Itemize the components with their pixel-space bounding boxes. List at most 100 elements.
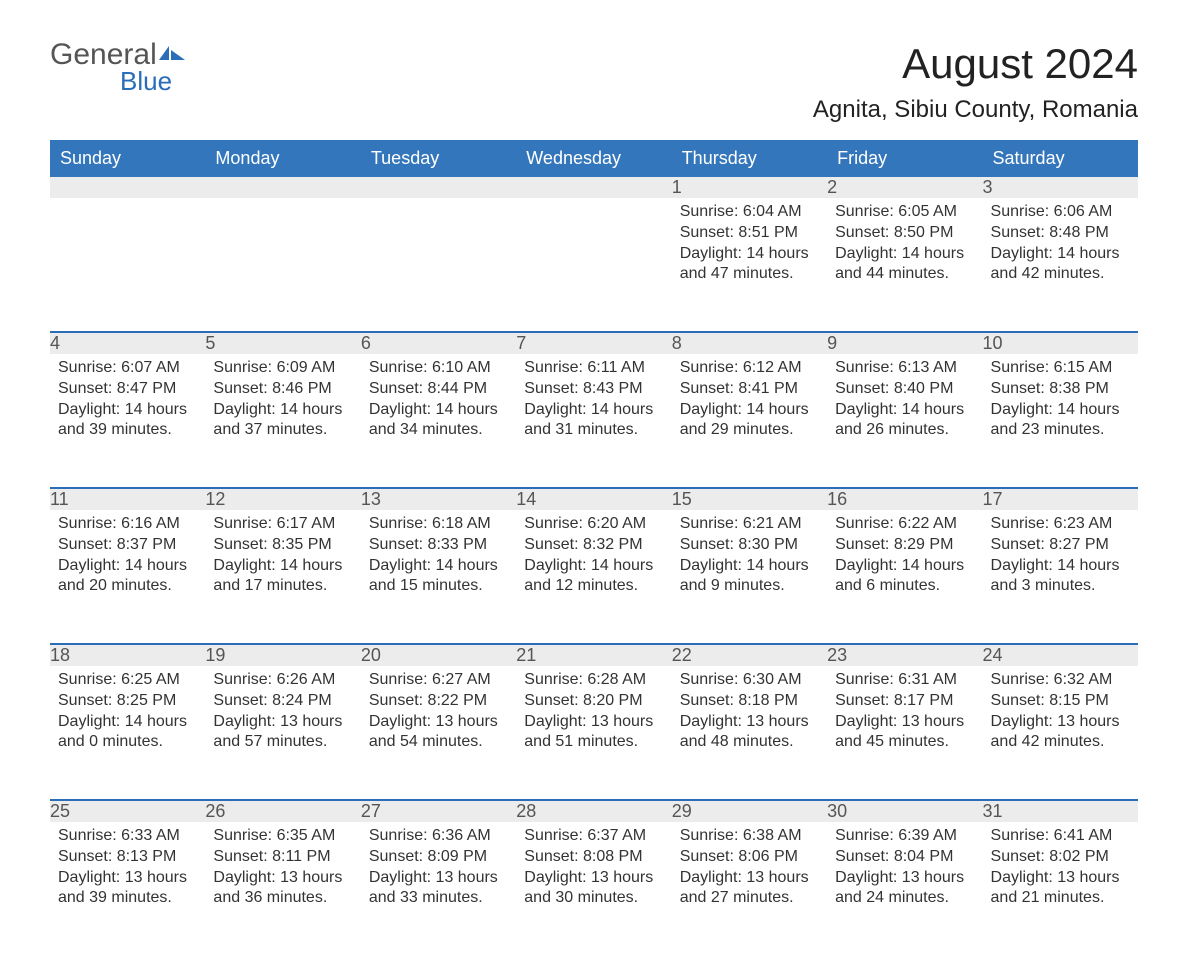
sunset-line: Sunset: 8:22 PM (369, 692, 487, 709)
sunset-line: Sunset: 8:20 PM (524, 692, 642, 709)
day-number-row: 11121314151617 (50, 489, 1138, 510)
daylight-line: Daylight: 13 hours and 57 minutes. (213, 713, 342, 751)
sunset-line: Sunset: 8:43 PM (524, 380, 642, 397)
sunrise-line: Sunrise: 6:11 AM (524, 359, 645, 376)
day-data-cell: Sunrise: 6:38 AMSunset: 8:06 PMDaylight:… (672, 822, 827, 956)
sunrise-line: Sunrise: 6:06 AM (991, 203, 1113, 220)
day-data-cell: Sunrise: 6:20 AMSunset: 8:32 PMDaylight:… (516, 510, 671, 644)
day-number-row: 123 (50, 177, 1138, 198)
day-data-cell: Sunrise: 6:06 AMSunset: 8:48 PMDaylight:… (983, 198, 1138, 332)
daylight-line: Daylight: 14 hours and 3 minutes. (991, 557, 1120, 595)
day-number-cell: 15 (672, 489, 827, 510)
sunset-line: Sunset: 8:50 PM (835, 224, 953, 241)
sunrise-line: Sunrise: 6:28 AM (524, 671, 646, 688)
location-subtitle: Agnita, Sibiu County, Romania (813, 96, 1138, 124)
day-data-cell: Sunrise: 6:21 AMSunset: 8:30 PMDaylight:… (672, 510, 827, 644)
daylight-line: Daylight: 14 hours and 31 minutes. (524, 401, 653, 439)
day-number-cell (205, 177, 360, 198)
day-number-cell: 3 (983, 177, 1138, 198)
daylight-line: Daylight: 13 hours and 27 minutes. (680, 869, 809, 907)
day-number-cell (516, 177, 671, 198)
weekday-header: Friday (827, 140, 982, 177)
day-number-cell: 1 (672, 177, 827, 198)
sunrise-line: Sunrise: 6:17 AM (213, 515, 335, 532)
day-number-cell: 23 (827, 645, 982, 666)
day-number-cell: 22 (672, 645, 827, 666)
daylight-line: Daylight: 14 hours and 26 minutes. (835, 401, 964, 439)
sunset-line: Sunset: 8:24 PM (213, 692, 331, 709)
daylight-line: Daylight: 13 hours and 54 minutes. (369, 713, 498, 751)
sunset-line: Sunset: 8:13 PM (58, 848, 176, 865)
sunset-line: Sunset: 8:30 PM (680, 536, 798, 553)
daylight-line: Daylight: 14 hours and 37 minutes. (213, 401, 342, 439)
day-data-cell: Sunrise: 6:09 AMSunset: 8:46 PMDaylight:… (205, 354, 360, 488)
day-data-cell: Sunrise: 6:36 AMSunset: 8:09 PMDaylight:… (361, 822, 516, 956)
day-number-cell: 14 (516, 489, 671, 510)
sunrise-line: Sunrise: 6:13 AM (835, 359, 957, 376)
day-data-row: Sunrise: 6:04 AM Sunset: 8:51 PM Daylight:… (50, 198, 1138, 332)
daylight-line: Daylight: 13 hours and 51 minutes. (524, 713, 653, 751)
day-number-cell: 30 (827, 801, 982, 822)
daylight-line: Daylight: 14 hours and 47 minutes. (680, 245, 809, 283)
day-number-cell: 19 (205, 645, 360, 666)
weekday-header: Saturday (983, 140, 1138, 177)
sunset-line: Sunset: 8:06 PM (680, 848, 798, 865)
day-data-cell: Sunrise: 6:41 AM Sunset: 8:02 PM Daylight:… (983, 822, 1138, 956)
day-number-cell (50, 177, 205, 198)
day-data-row: Sunrise: 6:07 AMSunset: 8:47 PMDaylight:… (50, 354, 1138, 488)
sunrise-line: Sunrise: 6:41 AM (991, 827, 1113, 844)
day-data-cell: Sunrise: 6:33 AMSunset: 8:13 PMDaylight:… (50, 822, 205, 956)
sunrise-line: Sunrise: 6:10 AM (369, 359, 491, 376)
sunrise-line: Sunrise: 6:15 AM (991, 359, 1113, 376)
day-number-cell: 7 (516, 333, 671, 354)
daylight-line: Daylight: 14 hours and 9 minutes. (680, 557, 809, 595)
day-number-cell: 12 (205, 489, 360, 510)
sunset-line: Sunset: 8:40 PM (835, 380, 953, 397)
day-data-cell: Sunrise: 6:22 AMSunset: 8:29 PMDaylight:… (827, 510, 982, 644)
sunset-line: Sunset: 8:47 PM (58, 380, 176, 397)
daylight-line: Daylight: 14 hours and 23 minutes. (991, 401, 1120, 439)
sunset-line: Sunset: 8:17 PM (835, 692, 953, 709)
day-data-cell (50, 198, 205, 332)
day-number-cell: 8 (672, 333, 827, 354)
day-data-cell: Sunrise: 6:25 AMSunset: 8:25 PMDaylight:… (50, 666, 205, 800)
sunrise-line: Sunrise: 6:25 AM (58, 671, 180, 688)
sunset-line: Sunset: 8:41 PM (680, 380, 798, 397)
daylight-line: Daylight: 13 hours and 42 minutes. (991, 713, 1120, 751)
sunrise-line: Sunrise: 6:18 AM (369, 515, 491, 532)
weekday-header: Monday (205, 140, 360, 177)
sunrise-line: Sunrise: 6:32 AM (991, 671, 1113, 688)
day-number-cell: 27 (361, 801, 516, 822)
day-number-cell: 9 (827, 333, 982, 354)
daylight-line: Daylight: 14 hours and 34 minutes. (369, 401, 498, 439)
sunset-line: Sunset: 8:51 PM (680, 224, 798, 241)
sunset-line: Sunset: 8:44 PM (369, 380, 487, 397)
daylight-line: Daylight: 13 hours and 21 minutes. (991, 869, 1120, 907)
sunset-line: Sunset: 8:32 PM (524, 536, 642, 553)
day-number-cell: 18 (50, 645, 205, 666)
sunset-line: Sunset: 8:15 PM (991, 692, 1109, 709)
sunset-line: Sunset: 8:02 PM (991, 848, 1109, 865)
day-data-cell: Sunrise: 6:07 AMSunset: 8:47 PMDaylight:… (50, 354, 205, 488)
daylight-line: Daylight: 14 hours and 42 minutes. (991, 245, 1120, 283)
day-number-cell: 25 (50, 801, 205, 822)
sunrise-line: Sunrise: 6:23 AM (991, 515, 1113, 532)
sunset-line: Sunset: 8:46 PM (213, 380, 331, 397)
sunset-line: Sunset: 8:27 PM (991, 536, 1109, 553)
day-data-cell: Sunrise: 6:18 AM Sunset: 8:33 PM Daylight:… (361, 510, 516, 644)
brand-logo: General Blue (50, 40, 187, 97)
daylight-line: Daylight: 13 hours and 45 minutes. (835, 713, 964, 751)
day-data-cell: Sunrise: 6:04 AM Sunset: 8:51 PM Daylight:… (672, 198, 827, 332)
day-number-cell: 31 (983, 801, 1138, 822)
sunrise-line: Sunrise: 6:33 AM (58, 827, 180, 844)
sunrise-line: Sunrise: 6:04 AM (680, 203, 802, 220)
weekday-header: Tuesday (361, 140, 516, 177)
day-number-cell: 6 (361, 333, 516, 354)
sunset-line: Sunset: 8:33 PM (369, 536, 487, 553)
day-data-cell: Sunrise: 6:12 AMSunset: 8:41 PMDaylight:… (672, 354, 827, 488)
sunrise-line: Sunrise: 6:39 AM (835, 827, 957, 844)
weekday-header: Sunday (50, 140, 205, 177)
title-block: August 2024 Agnita, Sibiu County, Romani… (813, 40, 1138, 134)
daylight-line: Daylight: 14 hours and 15 minutes. (369, 557, 498, 595)
daylight-line: Daylight: 13 hours and 24 minutes. (835, 869, 964, 907)
